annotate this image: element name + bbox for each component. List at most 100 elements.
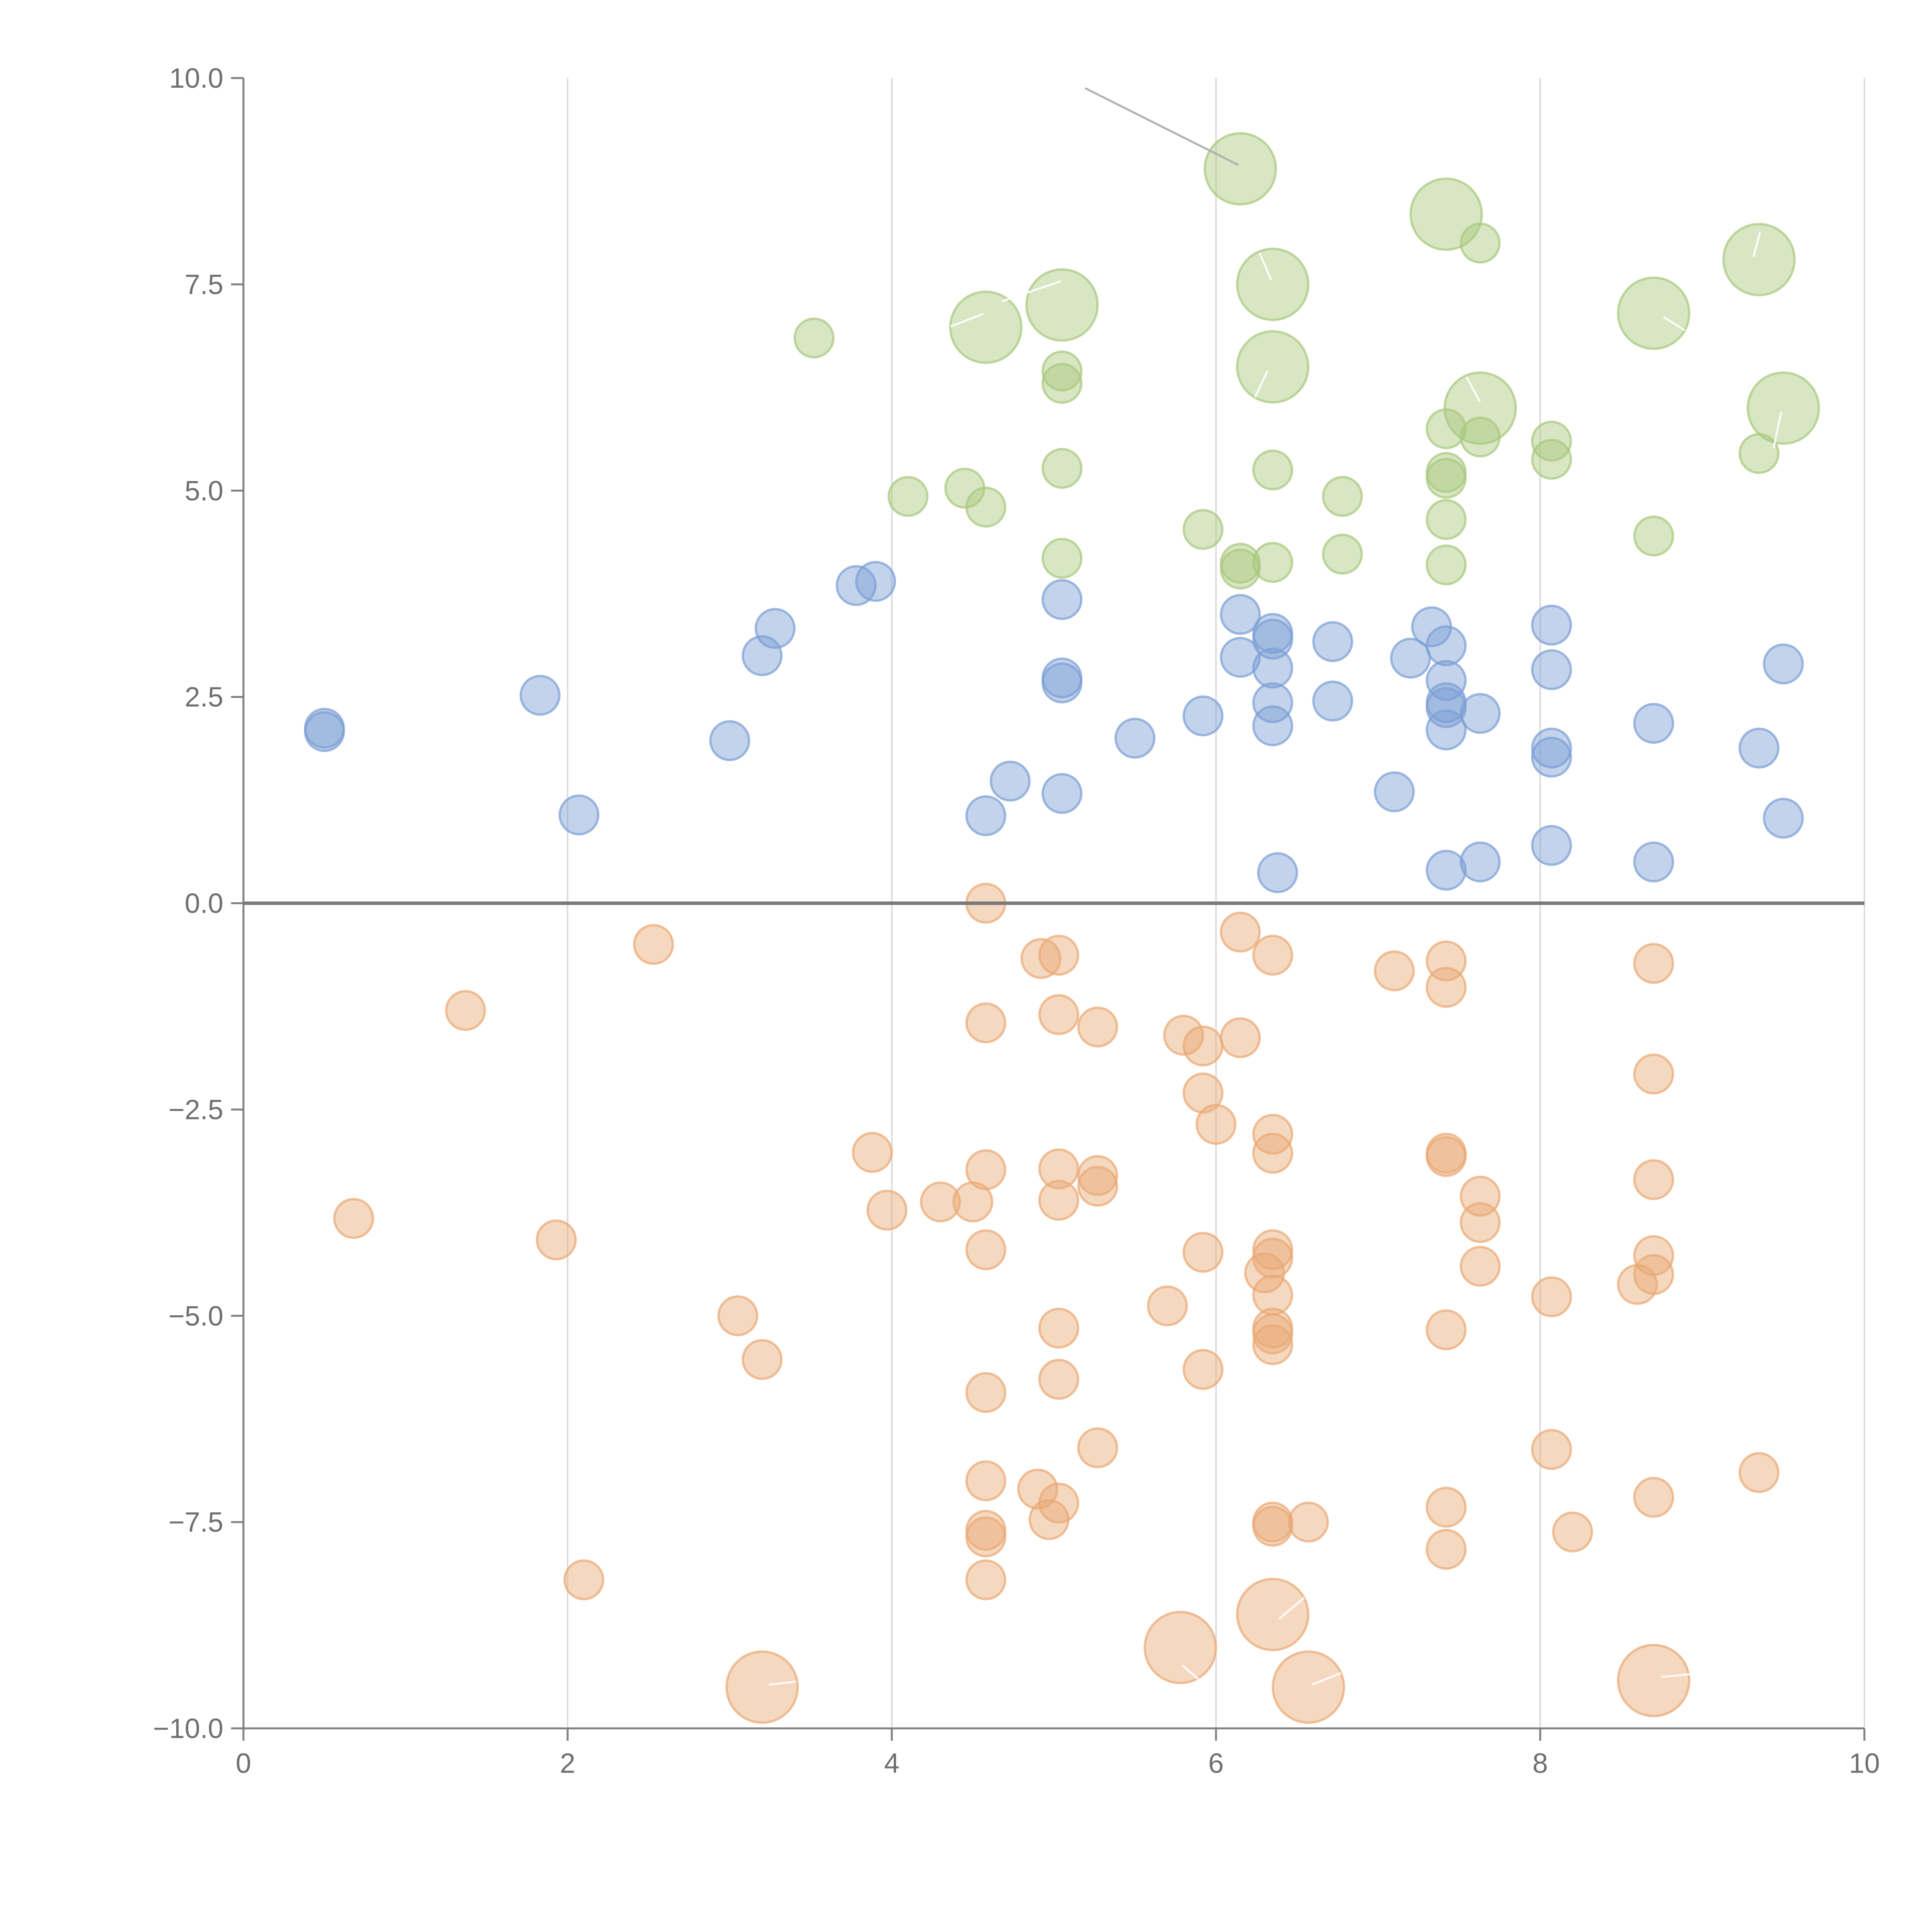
annotation-leader-line: [1663, 316, 1685, 332]
blue-bubble: [1312, 621, 1354, 662]
annotation-leader-line: [1182, 1665, 1210, 1689]
blue-bubble: [1425, 709, 1467, 751]
y-tick-label: 2.5: [185, 682, 223, 713]
orange-bubble: [1425, 1529, 1467, 1570]
green-bubble: [1182, 509, 1224, 550]
orange-bubble: [1288, 1502, 1329, 1543]
orange-bubble: [1038, 935, 1080, 976]
annotation-leader-line: [769, 1680, 796, 1686]
orange-bubble: [717, 1295, 759, 1337]
x-tick-label: 10: [1849, 1748, 1880, 1779]
orange-bubble: [1531, 1429, 1572, 1470]
orange-bubble: [1038, 1180, 1080, 1221]
blue-bubble: [1114, 718, 1156, 759]
orange-bubble: [965, 1460, 1007, 1502]
green-bubble: [1041, 363, 1083, 404]
green-bubble: [793, 317, 835, 359]
blue-bubble: [1425, 625, 1467, 667]
blue-bubble: [754, 608, 796, 649]
orange-bubble: [1028, 1499, 1070, 1540]
orange-bubble: [952, 1181, 993, 1223]
orange-bubble: [1425, 967, 1467, 1008]
green-bubble: [949, 290, 1023, 364]
y-tick-label: 10.0: [169, 63, 223, 94]
blue-bubble: [1425, 850, 1467, 891]
blue-bubble: [1041, 773, 1083, 814]
orange-bubble: [1633, 1053, 1674, 1095]
blue-bubble: [1633, 841, 1674, 883]
orange-bubble: [1020, 938, 1061, 979]
orange-bubble: [1633, 1477, 1674, 1518]
blue-bubble: [1041, 662, 1083, 704]
blue-bubble: [1763, 643, 1804, 685]
blue-bubble: [1738, 728, 1780, 769]
orange-bubble: [965, 1229, 1007, 1270]
y-tick-label: −10.0: [153, 1713, 223, 1744]
green-bubble: [1041, 537, 1083, 579]
green-bubble: [1041, 448, 1083, 489]
orange-bubble: [1252, 1324, 1293, 1365]
orange-bubble: [1077, 1155, 1118, 1196]
orange-bubble: [1077, 1006, 1118, 1048]
blue-bubble: [1041, 579, 1083, 620]
green-bubble: [1722, 223, 1796, 296]
green-bubble: [1025, 268, 1099, 342]
green-bubble: [1747, 371, 1820, 445]
y-tick-label: −5.0: [168, 1301, 223, 1332]
blue-bubble: [1531, 604, 1572, 646]
blue-bubble: [742, 635, 783, 676]
orange-bubble: [1038, 1359, 1080, 1400]
green-bubble: [1425, 499, 1467, 540]
green-bubble: [1219, 548, 1261, 590]
blue-bubble: [1182, 695, 1224, 736]
blue-bubble: [709, 720, 750, 761]
orange-bubble: [445, 990, 486, 1031]
blue-bubble: [1390, 638, 1431, 679]
blue-bubble: [1252, 619, 1293, 660]
orange-bubble: [1738, 1452, 1780, 1493]
blue-bubble: [1459, 841, 1501, 883]
blue-bubble: [1219, 637, 1261, 678]
x-tick-label: 2: [560, 1748, 575, 1779]
annotation-leader-line: [1661, 1673, 1695, 1678]
blue-bubble: [519, 675, 561, 716]
x-tick-label: 8: [1532, 1748, 1548, 1779]
annotation-leader-line: [1001, 280, 1061, 303]
blue-bubble: [1531, 728, 1572, 769]
blue-bubble: [965, 795, 1007, 837]
orange-bubble: [1143, 1611, 1217, 1684]
orange-bubble: [742, 1339, 783, 1380]
blue-bubble: [558, 794, 600, 836]
x-tick-label: 4: [884, 1748, 900, 1779]
blue-bubble: [1763, 798, 1804, 839]
annotation-leader-line: [1752, 231, 1761, 257]
green-bubble: [1531, 439, 1572, 480]
green-bubble: [1252, 542, 1293, 583]
orange-bubble: [1252, 1133, 1293, 1174]
bubble-layer: [304, 132, 1820, 1724]
blue-bubble: [1459, 693, 1501, 734]
orange-bubble: [725, 1650, 799, 1724]
green-bubble: [1425, 544, 1467, 585]
blue-bubble: [1531, 736, 1572, 778]
green-bubble: [965, 486, 1007, 528]
orange-bubble: [1182, 1231, 1224, 1273]
y-tick-label: 0.0: [185, 888, 223, 919]
green-bubble: [1425, 457, 1467, 499]
orange-bubble: [1252, 1313, 1293, 1355]
orange-bubble: [1633, 943, 1674, 984]
green-bubble: [1425, 408, 1467, 449]
orange-bubble: [965, 1516, 1007, 1558]
green-bubble: [1252, 449, 1293, 491]
green-bubble: [1236, 247, 1310, 321]
orange-bubble: [866, 1189, 908, 1231]
orange-bubble: [1163, 1015, 1204, 1056]
orange-bubble: [1147, 1285, 1188, 1327]
blue-bubble: [1252, 705, 1293, 747]
blue-bubble: [1257, 852, 1298, 893]
orange-bubble: [920, 1181, 961, 1223]
orange-bubble: [1236, 1578, 1310, 1651]
y-tick-label: 7.5: [185, 269, 223, 300]
orange-bubble: [1244, 1252, 1285, 1294]
